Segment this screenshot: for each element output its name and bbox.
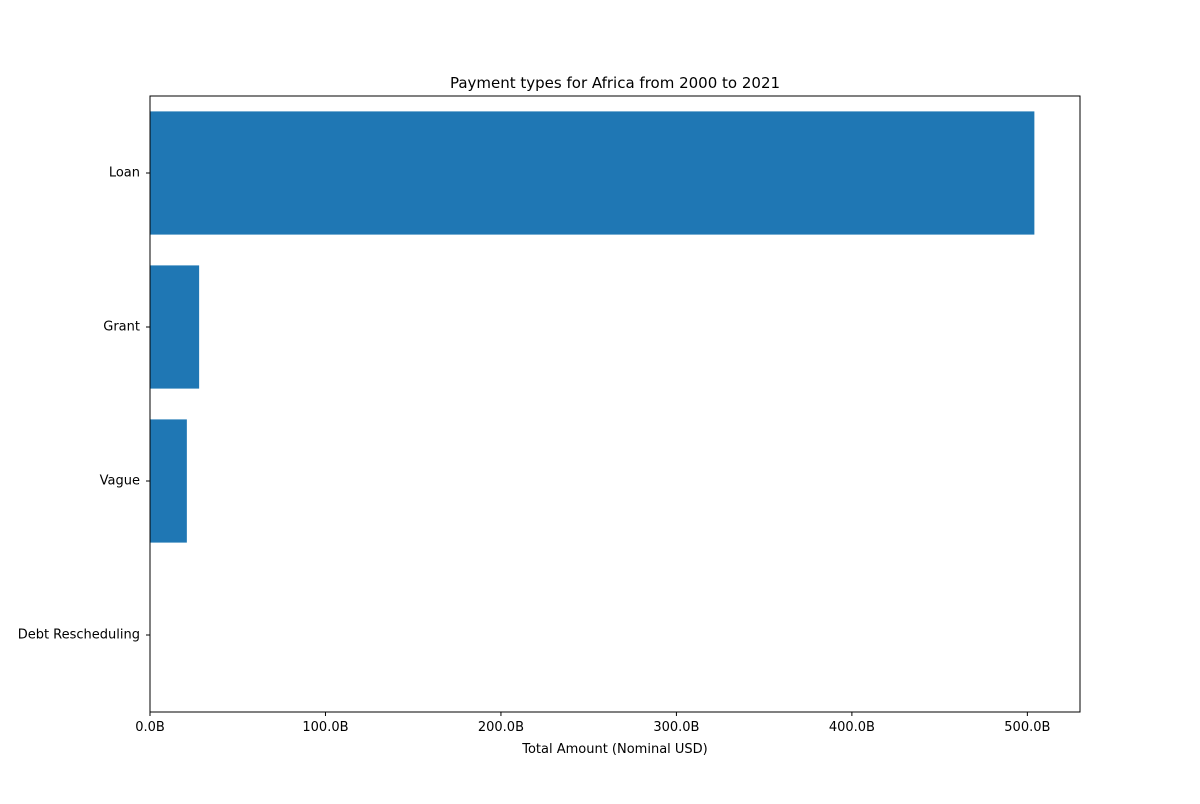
y-tick-label-loan: Loan [109,166,140,181]
y-axis-ticks: Loan Grant Vague Debt Rescheduling [18,166,150,643]
bars-layer [150,111,1035,543]
x-tick-label: 200.0B [478,720,524,735]
y-tick-label-debt-rescheduling: Debt Rescheduling [18,628,140,643]
bar-vague [150,419,187,543]
y-tick-label-vague: Vague [100,474,140,489]
x-tick-label: 300.0B [653,720,699,735]
x-axis-label: Total Amount (Nominal USD) [521,742,708,757]
chart-title: Payment types for Africa from 2000 to 20… [450,74,780,92]
plot-frame [149,95,1081,713]
x-tick-label: 400.0B [829,720,875,735]
y-tick-label-grant: Grant [103,320,140,335]
x-tick-label: 100.0B [302,720,348,735]
x-tick-label: 500.0B [1004,720,1050,735]
x-tick-label: 0.0B [135,720,165,735]
bar-grant [150,265,200,389]
bar-loan [150,111,1035,235]
x-axis-ticks: 0.0B 100.0B 200.0B 300.0B 400.0B 500.0B [135,712,1050,735]
